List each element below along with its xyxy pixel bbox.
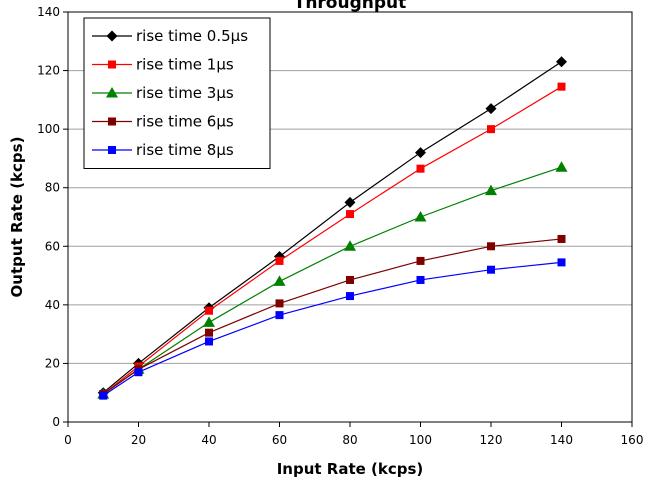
data-point bbox=[415, 147, 426, 159]
y-axis-title: Output Rate (kcps) bbox=[8, 137, 26, 298]
y-tick-label: 60 bbox=[45, 239, 60, 253]
data-point bbox=[557, 258, 566, 267]
x-tick-label: 40 bbox=[201, 433, 216, 447]
x-tick-label: 160 bbox=[621, 433, 644, 447]
data-point bbox=[416, 256, 425, 265]
data-point bbox=[205, 306, 213, 315]
data-point bbox=[485, 103, 497, 115]
series-line bbox=[102, 261, 562, 397]
data-point bbox=[344, 196, 356, 208]
x-tick-label: 20 bbox=[131, 433, 146, 447]
series-group bbox=[99, 258, 566, 400]
data-point bbox=[416, 164, 425, 173]
legend-label: rise time 0.5µs bbox=[136, 27, 248, 45]
series-line bbox=[102, 61, 562, 394]
x-tick-label: 140 bbox=[550, 433, 573, 447]
data-point bbox=[99, 391, 108, 400]
data-point bbox=[203, 316, 215, 327]
x-axis-title: Input Rate (kcps) bbox=[277, 460, 424, 478]
legend-swatch-marker bbox=[106, 87, 118, 98]
legend-label: rise time 8µs bbox=[136, 141, 234, 159]
chart-title: Throughput bbox=[294, 0, 407, 13]
legend-label: rise time 6µs bbox=[136, 113, 234, 131]
series-layer bbox=[97, 56, 568, 400]
series-line bbox=[102, 166, 562, 395]
tick-layer: 0 20 40 60 80 100 120 140 0 20 40 60 80 100 120 140 160 bbox=[37, 5, 643, 447]
x-tick-label: 120 bbox=[480, 433, 503, 447]
data-point bbox=[487, 242, 495, 251]
data-point bbox=[414, 211, 427, 222]
series-line bbox=[102, 86, 562, 395]
legend-swatch-marker bbox=[106, 30, 118, 42]
legend-swatch-marker bbox=[108, 117, 116, 126]
data-point bbox=[275, 311, 284, 320]
series-line bbox=[102, 238, 562, 395]
series-group bbox=[99, 234, 566, 399]
y-tick-label: 40 bbox=[45, 298, 60, 312]
y-tick-label: 0 bbox=[52, 415, 60, 429]
data-point bbox=[134, 368, 143, 377]
data-point bbox=[275, 256, 284, 265]
y-tick-label: 20 bbox=[45, 356, 60, 370]
series-group bbox=[97, 56, 567, 399]
legend: rise time 0.5µs rise time 1µs rise time 3µ… bbox=[83, 17, 271, 169]
y-tick-label: 120 bbox=[37, 64, 60, 78]
y-tick-label: 100 bbox=[37, 122, 60, 136]
data-point bbox=[487, 265, 495, 274]
data-point bbox=[555, 161, 568, 172]
data-point bbox=[557, 234, 566, 243]
data-point bbox=[346, 210, 354, 219]
y-tick-label: 140 bbox=[37, 5, 60, 19]
legend-swatch-marker bbox=[108, 60, 116, 69]
data-point bbox=[556, 56, 567, 68]
x-tick-label: 100 bbox=[409, 433, 432, 447]
data-point bbox=[205, 328, 213, 337]
legend-label: rise time 3µs bbox=[136, 84, 234, 102]
legend-label: rise time 1µs bbox=[136, 56, 234, 74]
data-point bbox=[273, 275, 286, 286]
data-point bbox=[557, 82, 566, 91]
data-point bbox=[346, 275, 354, 284]
data-point bbox=[344, 240, 356, 251]
x-tick-label: 80 bbox=[342, 433, 357, 447]
x-tick-label: 0 bbox=[64, 433, 72, 447]
data-point bbox=[487, 125, 495, 134]
y-tick-label: 80 bbox=[45, 181, 60, 195]
x-tick-label: 60 bbox=[272, 433, 287, 447]
legend-swatch-marker bbox=[108, 146, 116, 154]
data-point bbox=[416, 275, 425, 284]
data-point bbox=[205, 337, 213, 346]
data-point bbox=[275, 299, 284, 308]
data-point bbox=[485, 184, 497, 196]
data-point bbox=[346, 292, 354, 301]
